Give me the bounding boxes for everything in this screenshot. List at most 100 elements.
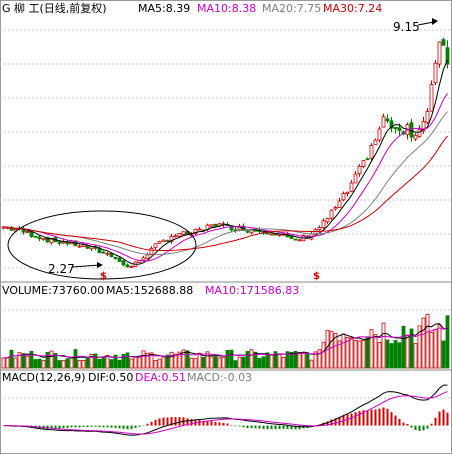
candle xyxy=(337,197,342,209)
candle xyxy=(173,234,178,238)
volume-bar xyxy=(357,340,362,369)
volume-bar xyxy=(245,351,250,369)
candle xyxy=(437,41,442,68)
candle xyxy=(293,238,298,241)
volume-bar xyxy=(421,317,426,369)
dif-line xyxy=(3,384,448,436)
high-arrow-line xyxy=(417,21,435,26)
candle xyxy=(385,114,390,124)
volume-value: VOLUME:73760.00 xyxy=(2,284,104,297)
macd-value: MACD:-0.03 xyxy=(187,371,252,384)
volume-bar xyxy=(349,337,354,369)
candle xyxy=(65,240,70,246)
volume-bar xyxy=(1,357,6,369)
volume-bar xyxy=(45,351,50,369)
volume-bar xyxy=(405,334,410,369)
candle xyxy=(365,157,370,161)
volume-bar xyxy=(113,354,118,369)
volume-bar xyxy=(157,358,162,369)
volume-bar xyxy=(133,356,138,369)
volume-bar xyxy=(353,339,358,369)
ma20-label: MA20:7.75 xyxy=(262,2,321,15)
candle xyxy=(149,246,154,256)
macd-lines xyxy=(3,384,448,436)
price-header: G 柳 工(日线,前复权) MA5:8.39 MA10:8.38 MA20:7.… xyxy=(2,1,382,15)
volume-bar xyxy=(29,350,34,369)
candle xyxy=(353,170,358,184)
candle xyxy=(329,209,334,221)
volume-bar xyxy=(441,340,446,369)
volume-bar xyxy=(69,356,74,369)
volume-bar xyxy=(5,357,10,369)
macd-header: MACD(12,26,9) DIF:0.50 DEA:0.51 MACD:-0.… xyxy=(2,371,252,384)
candle xyxy=(433,59,438,86)
macd-dif: DIF:0.50 xyxy=(88,371,133,384)
candle xyxy=(321,218,326,229)
volume-bar xyxy=(185,350,190,369)
volume-bar xyxy=(401,325,406,369)
volume-bar xyxy=(429,332,434,369)
candle xyxy=(445,40,450,69)
volume-bar xyxy=(17,352,22,369)
volume-bar xyxy=(169,351,174,369)
moving-average-lines xyxy=(3,59,448,265)
candle xyxy=(101,250,106,254)
volume-bar xyxy=(277,354,282,369)
volume-bar xyxy=(101,357,106,369)
volume-ma10-line xyxy=(3,326,448,359)
ma5-line xyxy=(3,59,448,265)
bottom-ellipse xyxy=(7,210,197,280)
candle xyxy=(77,244,82,248)
volume-bar xyxy=(269,354,274,369)
volume-bar xyxy=(61,360,66,369)
volume-bar xyxy=(77,360,82,369)
volume-bar xyxy=(165,354,170,369)
candle xyxy=(117,256,122,262)
volume-bar xyxy=(49,350,54,369)
volume-bar xyxy=(281,356,286,369)
candle xyxy=(41,237,46,241)
volume-bar xyxy=(393,340,398,369)
volume-bar xyxy=(249,349,254,369)
volume-bar xyxy=(9,349,14,369)
volume-bar xyxy=(237,356,242,369)
volume-bar xyxy=(297,351,302,369)
volume-bar xyxy=(57,360,62,369)
volume-bar xyxy=(149,352,154,369)
candle xyxy=(345,191,350,197)
candle xyxy=(129,265,134,268)
volume-bar xyxy=(73,349,78,369)
volume-bar xyxy=(53,352,58,369)
volume-ma5: MA5:152688.88 xyxy=(106,284,193,297)
candle xyxy=(373,138,378,145)
volume-bar xyxy=(181,349,186,369)
candle xyxy=(233,227,238,233)
volume-bar xyxy=(321,341,326,369)
volume-bar xyxy=(385,339,390,369)
candle xyxy=(197,227,202,231)
volume-ma-lines xyxy=(3,323,448,359)
volume-bar xyxy=(345,337,350,369)
candle xyxy=(297,238,302,242)
candle xyxy=(417,125,422,138)
candle xyxy=(33,235,38,238)
volume-header: VOLUME:73760.00 MA5:152688.88 MA10:17158… xyxy=(2,284,299,297)
volume-bar xyxy=(209,356,214,369)
volume-bar xyxy=(301,352,306,369)
volume-bar xyxy=(413,342,418,369)
volume-bar xyxy=(333,332,338,369)
volume-bar xyxy=(253,351,258,369)
volume-bar xyxy=(233,360,238,369)
macd-params: MACD(12,26,9) xyxy=(2,371,86,384)
candle xyxy=(325,217,330,225)
candle xyxy=(165,239,170,242)
volume-bar xyxy=(81,359,86,369)
price-title: G 柳 工(日线,前复权) xyxy=(2,1,107,15)
ma10-line xyxy=(3,93,448,262)
volume-bar xyxy=(41,360,46,369)
candle xyxy=(429,80,434,112)
volume-bar xyxy=(273,351,278,369)
volume-bar xyxy=(137,356,142,369)
